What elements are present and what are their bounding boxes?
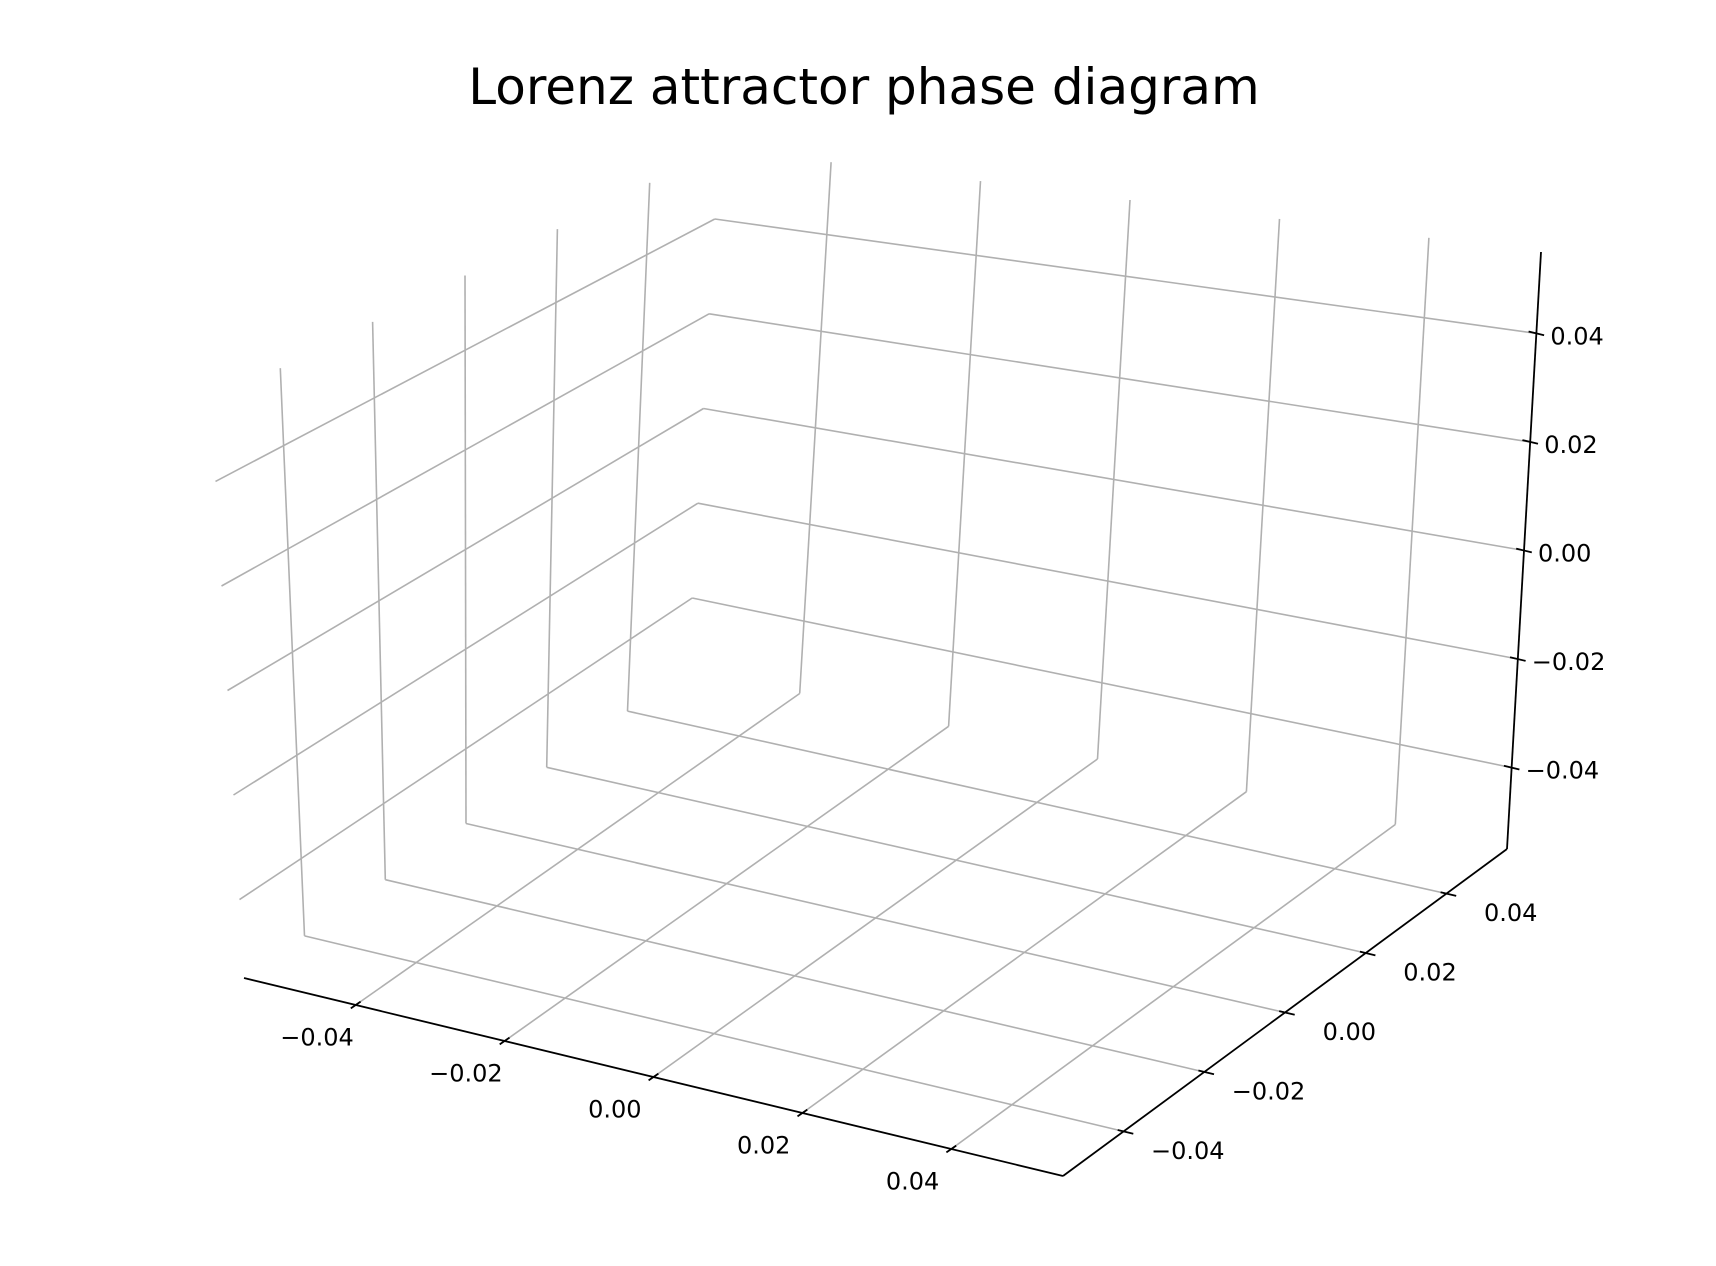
x-tick-label-2: 0.00 (588, 1096, 641, 1124)
grid-line-back-z-2 (703, 407, 1525, 552)
grid-line-floor-y-2 (465, 822, 1286, 1014)
x-tick-label-0: −0.04 (280, 1024, 354, 1052)
y-tick-4 (1440, 891, 1457, 897)
y-tick-3 (1359, 950, 1376, 957)
grid-line-floor-y-0 (304, 935, 1124, 1133)
x-tick-0 (350, 1000, 362, 1010)
z-tick-label-2: 0.00 (1538, 540, 1591, 568)
z-tick-2 (1515, 547, 1533, 554)
grid-line-back-z-3 (708, 313, 1531, 443)
z-tick-label-4: 0.04 (1550, 322, 1603, 350)
z-tick-0 (1503, 764, 1520, 771)
z-tick-label-3: 0.02 (1544, 431, 1597, 459)
x-tick-label-4: 0.04 (886, 1168, 939, 1196)
grid-line-back-z-1 (697, 502, 1518, 660)
x-tick-label-1: −0.02 (429, 1060, 503, 1088)
y-tick-label-3: 0.02 (1403, 959, 1456, 987)
y-tick-label-4: 0.04 (1484, 899, 1537, 927)
z-tick-4 (1528, 330, 1545, 337)
grid-line-left-z-0 (239, 597, 693, 901)
grid-line-left-z-2 (227, 407, 704, 692)
y-tick-0 (1117, 1129, 1134, 1135)
z-tick-1 (1509, 656, 1526, 662)
y-tick-2 (1278, 1010, 1295, 1016)
y-tick-label-1: −0.02 (1232, 1078, 1306, 1106)
x-tick-3 (796, 1108, 808, 1118)
grid-line-left-z-1 (233, 502, 699, 796)
grid-line-back-z-0 (692, 597, 1512, 769)
grid-line-floor-y-3 (546, 766, 1366, 954)
y-tick-label-2: 0.00 (1323, 1018, 1376, 1046)
y-tick-label-0: −0.04 (1151, 1137, 1225, 1165)
z-tick-label-0: −0.04 (1526, 757, 1600, 785)
grid-line-back-z-4 (714, 218, 1537, 335)
grid-line-left-z-3 (221, 313, 710, 587)
z-tick-label-1: −0.02 (1532, 648, 1606, 676)
grid-layer (215, 162, 1537, 1150)
tick-layer: −0.04 −0.02 0.00 0.02 0.04 −0.04 −0.02 0.00 0.02… (280, 322, 1605, 1195)
y-tick-1 (1198, 1069, 1215, 1076)
x-tick-2 (648, 1072, 659, 1082)
x-tick-1 (499, 1036, 511, 1046)
grid-line-left-z-4 (215, 218, 716, 483)
z-tick-3 (1522, 439, 1539, 445)
grid-line-floor-y-1 (385, 878, 1205, 1073)
x-tick-label-3: 0.02 (737, 1132, 790, 1160)
x-tick-4 (945, 1144, 957, 1154)
grid-line-floor-y-4 (627, 710, 1447, 895)
chart-title: Lorenz attractor phase diagram (468, 58, 1259, 116)
